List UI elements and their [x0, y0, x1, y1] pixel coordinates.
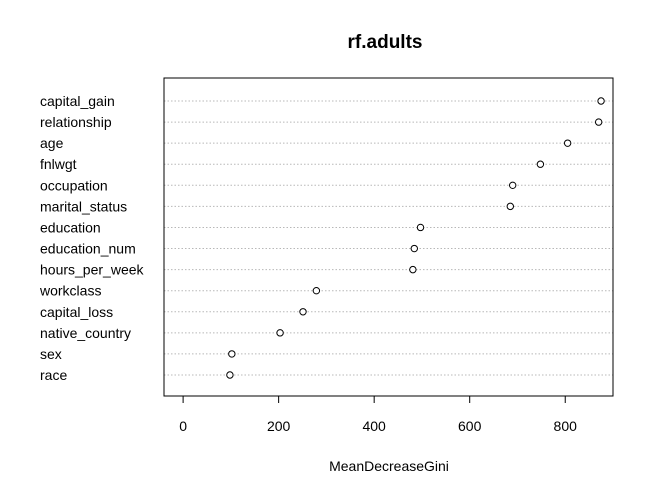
data-point	[563, 139, 572, 147]
x-axis: 0 200 400 600 800	[179, 395, 578, 434]
data-point	[409, 265, 417, 274]
category-label: capital_loss	[40, 304, 113, 320]
grid-lines	[164, 100, 613, 376]
data-point	[536, 160, 545, 168]
data-point	[506, 202, 515, 211]
data-point	[410, 244, 418, 253]
data-point	[594, 118, 603, 126]
x-tick-label: 800	[554, 418, 578, 434]
data-point	[312, 286, 321, 295]
category-label: education_num	[40, 241, 136, 257]
x-tick-label: 600	[458, 418, 482, 434]
category-label: occupation	[40, 177, 108, 193]
chart-title: rf.adults	[348, 32, 423, 53]
plot-frame	[163, 77, 614, 397]
category-label: race	[40, 367, 67, 383]
data-point	[228, 350, 236, 358]
category-label: marital_status	[40, 198, 127, 214]
category-labels: capital_gain relationship age fnlwgt occupat…	[39, 93, 145, 383]
x-tick-label: 200	[267, 418, 291, 434]
category-label: relationship	[40, 114, 112, 130]
x-tick-label: 0	[179, 418, 187, 434]
data-point	[597, 97, 605, 105]
category-label: sex	[40, 346, 62, 362]
category-label: workclass	[39, 283, 101, 299]
data-point	[416, 223, 425, 232]
data-point	[226, 371, 234, 379]
category-label: fnlwgt	[40, 156, 77, 172]
category-label: age	[40, 135, 64, 151]
category-label: native_country	[40, 325, 131, 341]
data-point	[299, 308, 307, 316]
data-point	[276, 329, 284, 337]
data-point	[508, 181, 517, 190]
category-label: capital_gain	[40, 93, 115, 109]
data-points	[226, 97, 605, 379]
category-label: education	[40, 219, 101, 235]
category-label: hours_per_week	[40, 262, 145, 278]
x-axis-title: MeanDecreaseGini	[329, 458, 449, 474]
x-tick-label: 400	[362, 418, 386, 434]
